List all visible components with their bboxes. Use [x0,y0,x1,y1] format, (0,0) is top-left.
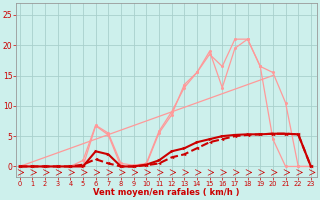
X-axis label: Vent moyen/en rafales ( km/h ): Vent moyen/en rafales ( km/h ) [93,188,240,197]
